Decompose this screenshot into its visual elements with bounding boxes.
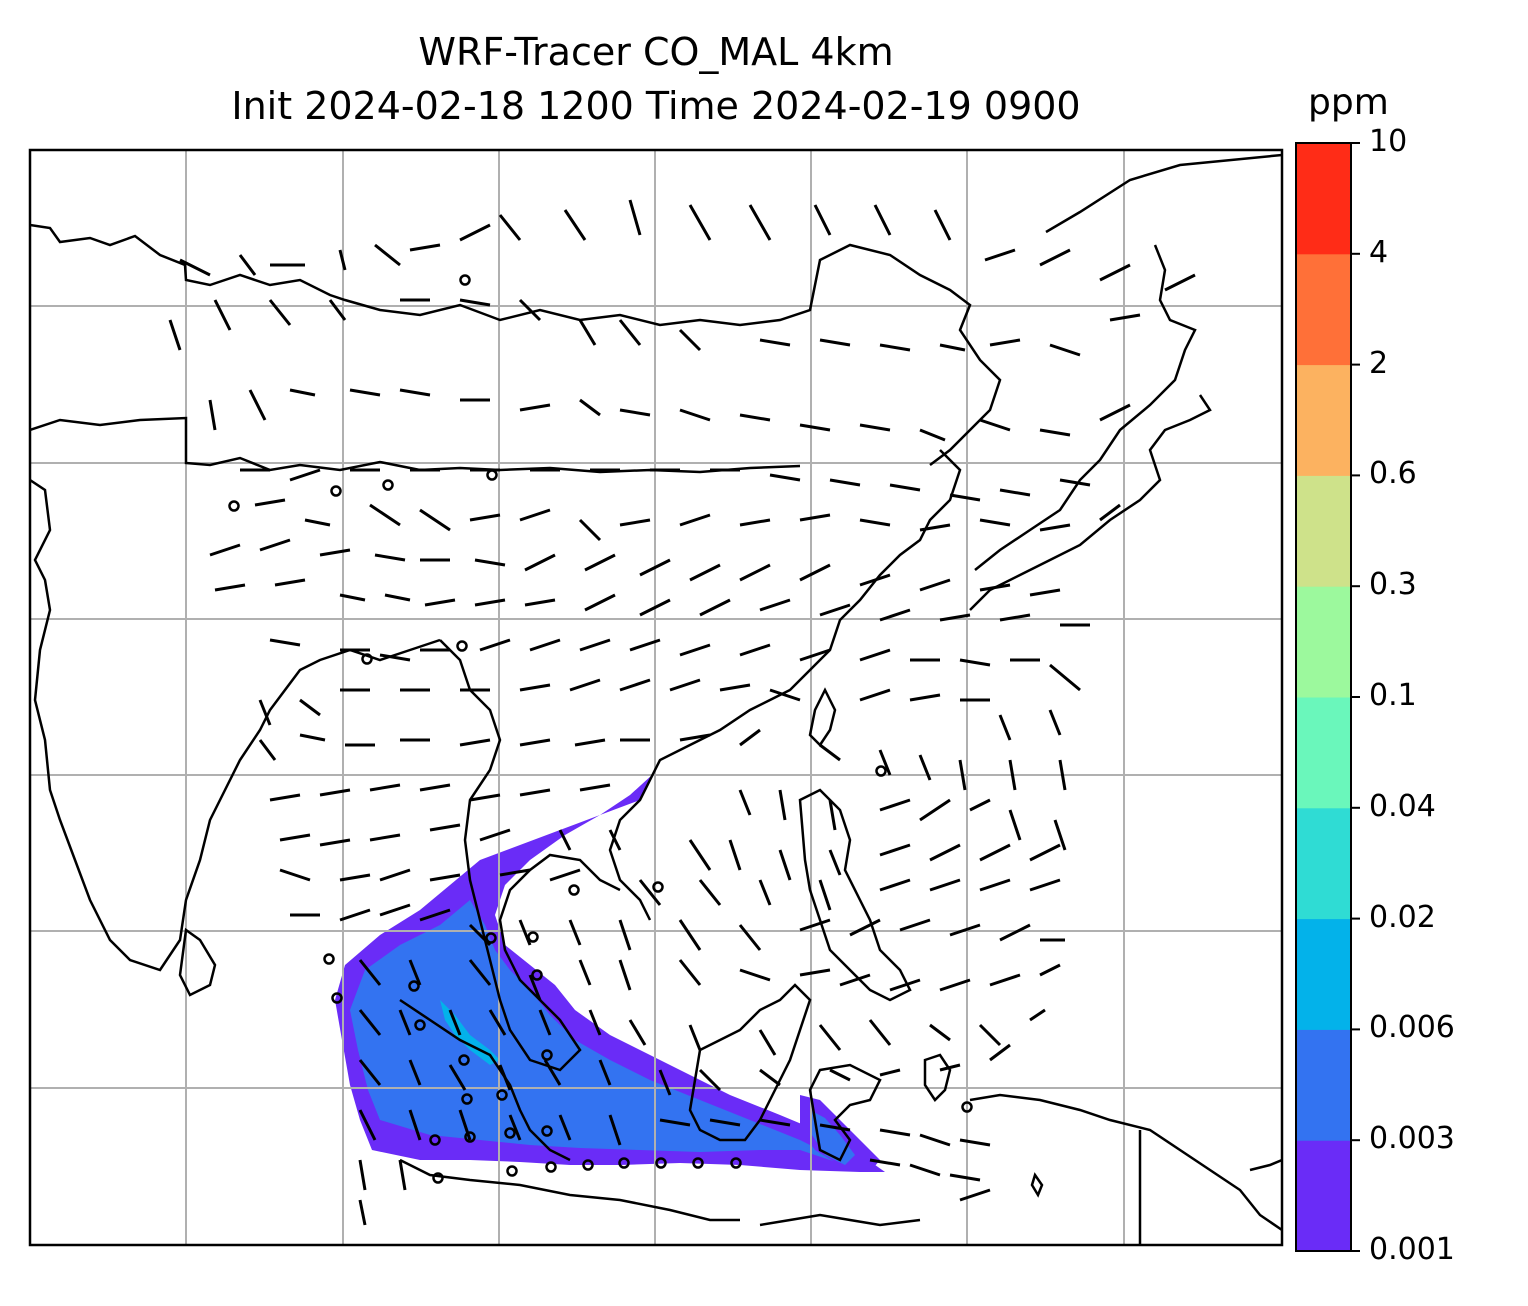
colorbar-tick-label: 10 (1369, 124, 1408, 159)
colorbar-tick-label: 0.1 (1369, 678, 1417, 713)
colorbar-segment (1296, 1140, 1351, 1252)
colorbar-segment (1296, 143, 1351, 255)
colorbar-segment (1296, 697, 1351, 809)
map-frame (28, 148, 1284, 1247)
colorbar-segments (1296, 143, 1351, 1252)
colorbar-tick-label: 0.001 (1369, 1232, 1455, 1267)
colorbar-tick-label: 0.003 (1369, 1121, 1455, 1157)
plot-title-line1: WRF-Tracer CO_MAL 4km (418, 30, 894, 74)
gridlines (30, 150, 1282, 1245)
colorbar-segment (1296, 807, 1351, 920)
colorbar-segment (1296, 1029, 1351, 1141)
plume-east (800, 1095, 880, 1172)
colorbar-tick-label: 0.3 (1369, 567, 1417, 603)
colorbar-unit-label: ppm (1308, 82, 1389, 123)
colorbar-tick-label: 2 (1369, 345, 1389, 381)
colorbar-tick-label: 0.006 (1369, 1010, 1455, 1046)
colorbar-tick-label: 0.04 (1369, 788, 1436, 824)
colorbar-segment (1296, 253, 1351, 366)
coastlines (30, 153, 1282, 1245)
wind-barbs (168, 199, 1196, 1226)
colorbar-tick-label: 0.6 (1369, 456, 1417, 492)
colorbar-ticks (1351, 142, 1360, 1252)
plume-core (440, 1000, 500, 1065)
plot-title-line2: Init 2024-02-18 1200 Time 2024-02-19 090… (231, 84, 1081, 128)
colorbar-tick-label: 4 (1369, 234, 1389, 270)
colorbar-segment (1296, 586, 1351, 698)
colorbar-segment (1296, 364, 1351, 476)
calm-markers (228, 274, 973, 1184)
colorbar-segment (1296, 918, 1351, 1030)
colorbar-segment (1296, 475, 1351, 587)
colorbar-tick-label: 0.02 (1369, 899, 1436, 935)
